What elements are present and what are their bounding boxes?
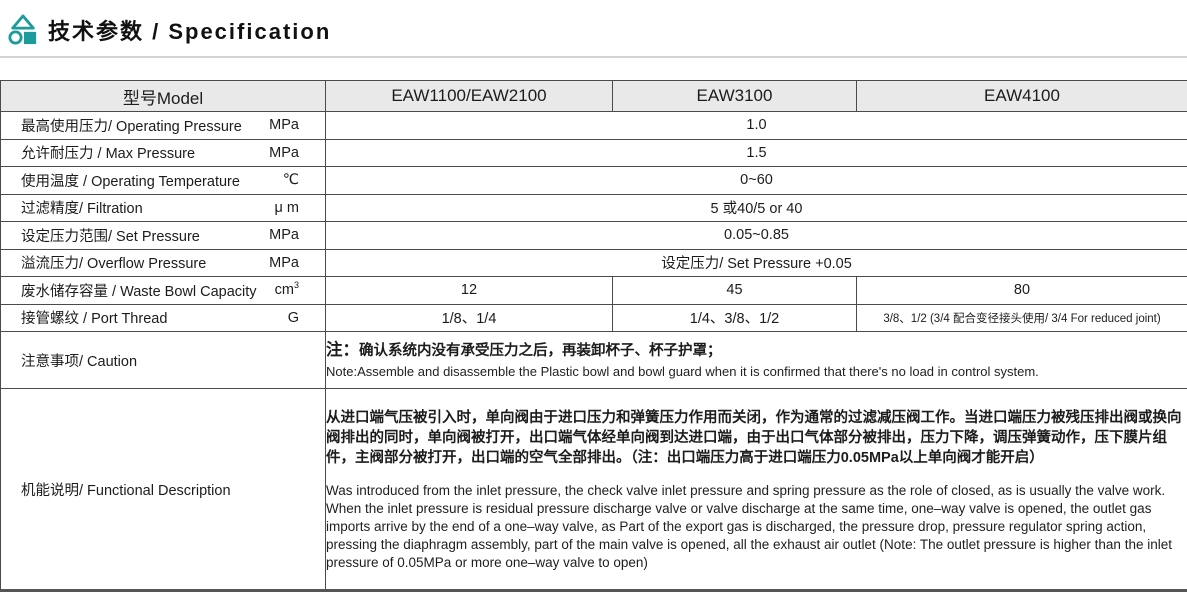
model-column-eaw4100: EAW4100: [856, 80, 1187, 112]
row-value: 0~60: [325, 166, 1187, 195]
row-label-cell: 使用温度 / Operating Temperature ℃: [0, 166, 326, 195]
table-row-max-pressure: 允许耐压力 / Max Pressure MPa 1.5: [0, 138, 1187, 167]
section-header: 技术参数 / Specification: [0, 0, 1187, 56]
table-row-operating-pressure: 最高使用压力/ Operating Pressure MPa 1.0: [0, 111, 1187, 140]
row-value: 设定压力/ Set Pressure +0.05: [325, 248, 1187, 277]
row-label-cell: 设定压力范围/ Set Pressure MPa: [0, 221, 326, 250]
row-label: 过滤精度/ Filtration: [21, 201, 143, 218]
row-unit: MPa: [269, 144, 299, 161]
row-label: 机能说明/ Functional Description: [21, 482, 231, 499]
row-unit: ℃: [282, 172, 299, 189]
table-row-filtration: 过滤精度/ Filtration μ m 5 或40/5 or 40: [0, 193, 1187, 222]
page-title: 技术参数 / Specification: [48, 19, 332, 44]
specification-table: 型号Model EAW1100/EAW2100 EAW3100 EAW4100 …: [0, 80, 1187, 592]
note-prefix: 注：: [326, 341, 359, 360]
functional-description-cn: 从进口端气压被引入时，单向阀由于进口压力和弹簧压力作用而关闭，作为通常的过滤减压…: [326, 410, 1182, 467]
row-label-cell: 允许耐压力 / Max Pressure MPa: [0, 138, 326, 167]
table-row-port-thread: 接管螺纹 / Port Thread G 1/8、1/4 1/4、3/8、1/2…: [0, 303, 1187, 332]
row-unit: μ m: [274, 199, 299, 216]
row-label-cell: 废水储存容量 / Waste Bowl Capacity cm3: [0, 276, 326, 305]
row-unit: MPa: [269, 117, 299, 134]
model-header-label: 型号Model: [0, 80, 326, 112]
row-unit: cm3: [274, 280, 299, 299]
caution-note-cell: 注：确认系统内没有承受压力之后，再装卸杯子、杯子护罩； Note:Assembl…: [325, 331, 1187, 389]
row-label-cell: 最高使用压力/ Operating Pressure MPa: [0, 111, 326, 140]
row-label: 溢流压力/ Overflow Pressure: [21, 256, 207, 273]
row-value-eaw4100: 3/8、1/2 (3/4 配合变径接头使用/ 3/4 For reduced j…: [856, 303, 1187, 332]
row-label-cell: 溢流压力/ Overflow Pressure MPa: [0, 248, 326, 277]
functional-description-cell: 从进口端气压被引入时，单向阀由于进口压力和弹簧压力作用而关闭，作为通常的过滤减压…: [325, 388, 1187, 591]
row-label: 注意事项/ Caution: [21, 353, 138, 370]
table-row-waste-bowl-capacity: 废水储存容量 / Waste Bowl Capacity cm3 12 45 8…: [0, 276, 1187, 305]
model-column-eaw1100-eaw2100: EAW1100/EAW2100: [325, 80, 613, 112]
row-label-cell: 机能说明/ Functional Description: [0, 388, 326, 591]
row-unit: G: [287, 309, 299, 326]
row-label: 最高使用压力/ Operating Pressure: [21, 118, 242, 135]
shapes-logo-icon: [8, 14, 37, 45]
table-row-operating-temperature: 使用温度 / Operating Temperature ℃ 0~60: [0, 166, 1187, 195]
functional-description-en: Was introduced from the inlet pressure, …: [326, 483, 1172, 570]
table-row-functional-description: 机能说明/ Functional Description 从进口端气压被引入时，…: [0, 388, 1187, 591]
row-label: 允许耐压力 / Max Pressure: [21, 146, 196, 163]
row-value-eaw3100: 45: [612, 276, 857, 305]
row-label: 接管螺纹 / Port Thread: [21, 311, 168, 328]
model-header-row: 型号Model EAW1100/EAW2100 EAW3100 EAW4100: [0, 80, 1187, 112]
row-label-cell: 接管螺纹 / Port Thread G: [0, 303, 326, 332]
table-row-overflow-pressure: 溢流压力/ Overflow Pressure MPa 设定压力/ Set Pr…: [0, 248, 1187, 277]
caution-note-en: Note:Assemble and disassemble the Plasti…: [326, 364, 1039, 380]
row-value: 1.5: [325, 138, 1187, 167]
row-unit: MPa: [269, 227, 299, 244]
row-label: 使用温度 / Operating Temperature: [21, 173, 240, 190]
row-label: 设定压力范围/ Set Pressure: [21, 228, 200, 245]
table-row-caution: 注意事项/ Caution 注：确认系统内没有承受压力之后，再装卸杯子、杯子护罩…: [0, 331, 1187, 389]
row-label-cell: 过滤精度/ Filtration μ m: [0, 193, 326, 222]
row-value-eaw1100: 1/8、1/4: [325, 303, 613, 332]
row-value: 0.05~0.85: [325, 221, 1187, 250]
row-value-eaw3100: 1/4、3/8、1/2: [612, 303, 857, 332]
row-value: 5 或40/5 or 40: [325, 193, 1187, 222]
row-value: 1.0: [325, 111, 1187, 140]
row-label-cell: 注意事项/ Caution: [0, 331, 326, 389]
table-row-set-pressure: 设定压力范围/ Set Pressure MPa 0.05~0.85: [0, 221, 1187, 250]
row-unit: MPa: [269, 254, 299, 271]
row-value-eaw4100: 80: [856, 276, 1187, 305]
model-column-eaw3100: EAW3100: [612, 80, 857, 112]
title-divider: [0, 56, 1187, 58]
row-value-eaw1100: 12: [325, 276, 613, 305]
caution-note-cn: 注：确认系统内没有承受压力之后，再装卸杯子、杯子护罩；: [326, 341, 722, 360]
row-label: 废水储存容量 / Waste Bowl Capacity: [21, 283, 257, 300]
